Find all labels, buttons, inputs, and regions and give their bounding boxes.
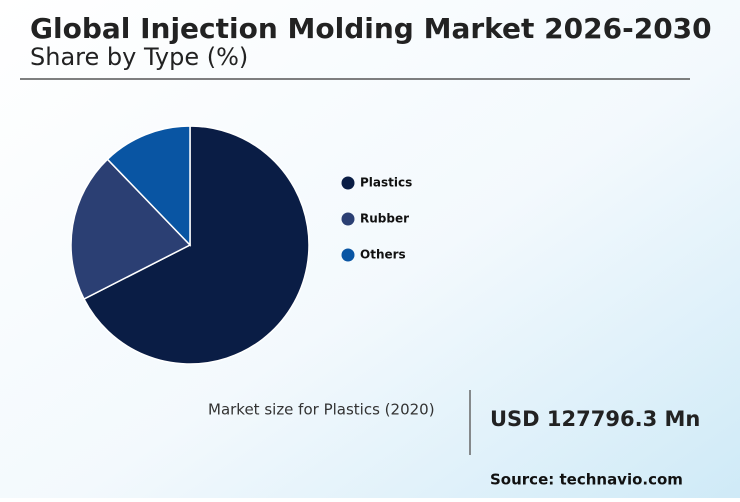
- legend-marker: [341, 212, 355, 226]
- legend-label: Plastics: [360, 176, 412, 190]
- legend-label: Others: [360, 248, 406, 262]
- source: Source: technavio.com: [490, 471, 683, 489]
- chart-title: Global Injection Molding Market 2026-203…: [30, 12, 712, 45]
- chart-subtitle: Share by Type (%): [30, 43, 248, 71]
- pie-slice: [70, 158, 192, 301]
- market-size-value: USD 127796.3 Mn: [490, 407, 700, 431]
- legend-marker: [341, 176, 355, 190]
- pie-slice: [106, 125, 191, 247]
- pie-slice: [82, 125, 310, 365]
- legend-marker: [341, 248, 355, 262]
- market-size-label: Market size for Plastics (2020): [208, 401, 435, 419]
- legend-label: Rubber: [360, 212, 409, 226]
